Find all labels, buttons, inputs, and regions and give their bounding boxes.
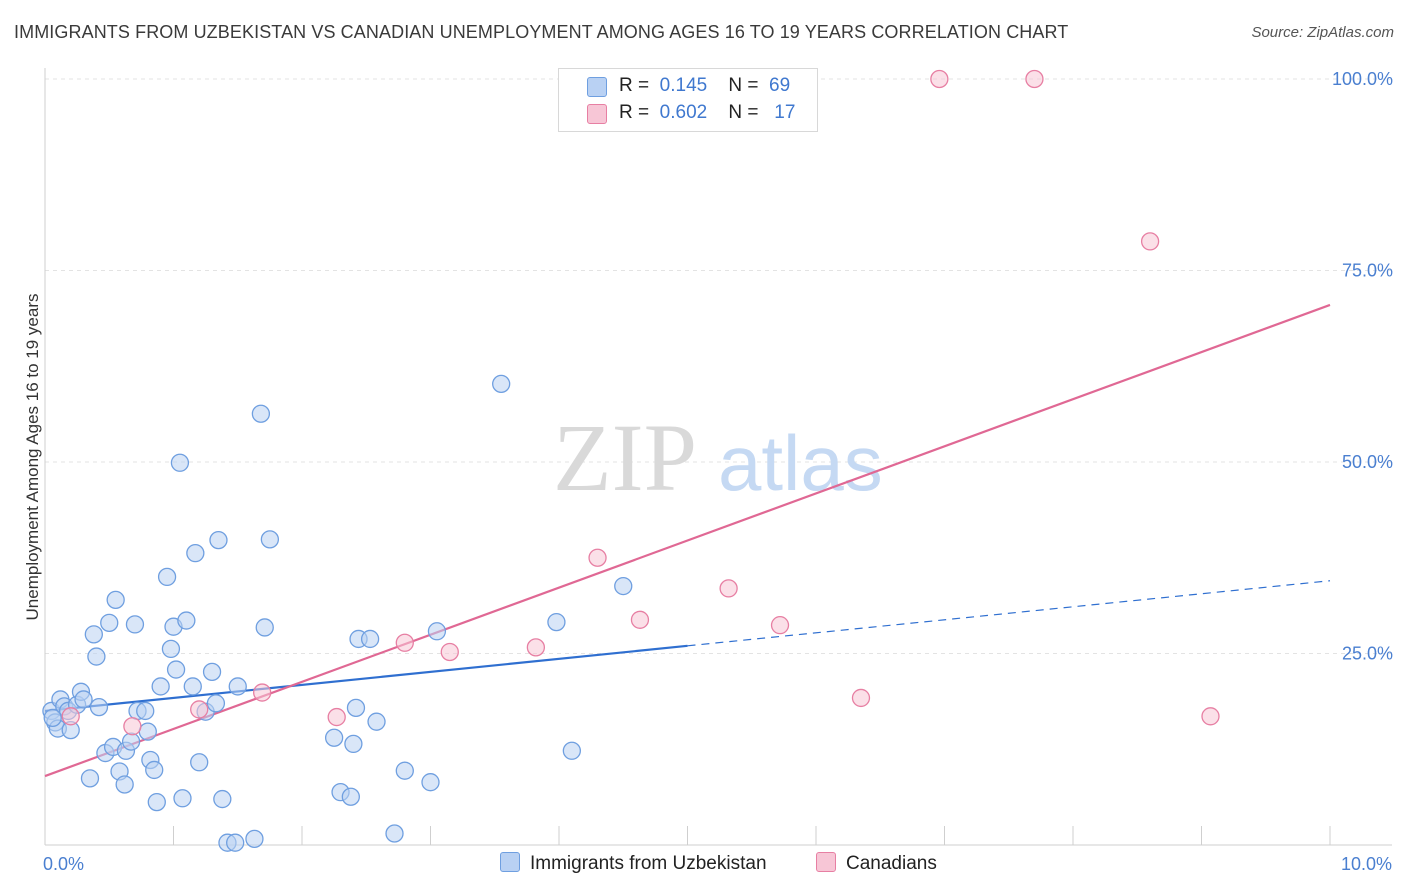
data-point-uzbekistan	[161, 639, 181, 659]
stats-legend: R = 0.145 N = 69 R = 0.602 N = 17	[558, 68, 818, 132]
data-point-uzbekistan	[173, 789, 192, 808]
data-point-canadians	[630, 610, 650, 629]
bottom-legend-canadians: Canadians	[816, 852, 937, 875]
data-point-canadians	[61, 707, 80, 726]
data-point-uzbekistan	[209, 530, 228, 550]
data-point-uzbekistan	[260, 530, 280, 549]
bottom-legend-swatch-pink	[816, 852, 836, 872]
data-point-canadians	[851, 688, 871, 708]
data-point-uzbekistan	[186, 544, 205, 563]
trend-line-canadians	[44, 303, 1331, 778]
data-point-uzbekistan	[202, 662, 222, 682]
data-point-uzbekistan	[324, 728, 344, 747]
legend-swatch-pink	[587, 104, 607, 124]
data-point-uzbekistan	[145, 760, 164, 780]
y-axis-label: Unemployment Among Ages 16 to 19 years	[23, 294, 42, 621]
data-point-uzbekistan	[183, 677, 202, 696]
data-point-uzbekistan	[151, 677, 170, 696]
data-point-uzbekistan	[344, 734, 363, 754]
data-point-uzbekistan	[89, 697, 109, 717]
data-point-uzbekistan	[100, 613, 119, 633]
data-point-canadians	[440, 642, 459, 662]
watermark-atlas: atlas	[718, 419, 883, 507]
data-point-uzbekistan	[125, 615, 145, 634]
trend-lines	[44, 303, 1331, 778]
data-point-uzbekistan	[190, 753, 209, 772]
data-points	[42, 69, 1220, 852]
data-point-uzbekistan	[547, 612, 566, 632]
data-point-uzbekistan	[614, 576, 633, 596]
y-tick-label: 75.0%	[1342, 261, 1393, 281]
watermark-zip: ZIP	[553, 404, 697, 511]
source-label: Source: ZipAtlas.com	[1251, 24, 1394, 41]
data-point-uzbekistan	[492, 374, 511, 394]
data-point-uzbekistan	[170, 453, 190, 472]
tick-labels: 25.0% 50.0% 75.0% 100.0% 0.0% 10.0%	[43, 69, 1393, 874]
data-point-canadians	[253, 683, 272, 702]
y-tick-label: 50.0%	[1342, 452, 1393, 472]
data-point-uzbekistan	[213, 789, 232, 809]
bottom-legend-swatch-blue	[500, 852, 520, 872]
trend-line-extension	[687, 580, 1331, 647]
data-point-canadians	[588, 548, 607, 567]
data-point-uzbekistan	[367, 712, 386, 731]
chart-title: IMMIGRANTS FROM UZBEKISTAN VS CANADIAN U…	[14, 22, 1069, 42]
data-point-uzbekistan	[427, 622, 447, 641]
data-point-uzbekistan	[341, 787, 360, 806]
watermark: ZIP atlas	[553, 404, 883, 511]
data-point-uzbekistan	[360, 629, 380, 649]
data-point-uzbekistan	[74, 690, 93, 709]
data-point-uzbekistan	[251, 404, 271, 423]
data-point-uzbekistan	[245, 829, 264, 849]
data-point-canadians	[395, 633, 414, 652]
data-point-uzbekistan	[206, 694, 226, 713]
data-point-canadians	[190, 700, 209, 719]
data-point-uzbekistan	[115, 775, 134, 794]
data-point-uzbekistan	[228, 677, 247, 696]
data-point-uzbekistan	[147, 792, 166, 812]
data-point-uzbekistan	[346, 698, 366, 718]
data-point-canadians	[526, 638, 546, 657]
data-point-uzbekistan	[136, 701, 155, 721]
data-point-uzbekistan	[80, 769, 100, 788]
data-point-canadians	[930, 69, 949, 89]
legend-swatch-blue	[587, 77, 607, 97]
gridlines	[45, 78, 1392, 654]
data-point-uzbekistan	[177, 611, 196, 630]
x-tick-label: 0.0%	[43, 854, 84, 874]
trend-line-uzbekistan	[44, 644, 688, 713]
y-tick-label: 100.0%	[1332, 69, 1393, 89]
legend-stats-blue: R = 0.145 N = 69	[619, 75, 791, 96]
data-point-uzbekistan	[395, 761, 414, 780]
data-point-uzbekistan	[157, 567, 177, 587]
data-point-canadians	[327, 707, 346, 727]
data-point-uzbekistan	[121, 732, 141, 751]
data-point-uzbekistan	[255, 618, 274, 637]
legend-stats-pink: R = 0.602 N = 17	[619, 102, 796, 123]
data-point-canadians	[719, 579, 738, 598]
y-tick-label: 25.0%	[1342, 644, 1393, 664]
data-point-uzbekistan	[562, 741, 581, 760]
bottom-legend-uzbekistan: Immigrants from Uzbekistan	[500, 852, 767, 875]
data-point-canadians	[1201, 707, 1220, 726]
data-point-canadians	[1025, 69, 1044, 89]
data-point-uzbekistan	[84, 625, 103, 644]
data-point-canadians	[770, 616, 790, 635]
x-tick-label: 10.0%	[1341, 854, 1392, 874]
data-point-uzbekistan	[87, 647, 106, 666]
data-point-canadians	[123, 717, 142, 736]
data-point-canadians	[1140, 232, 1160, 251]
data-point-uzbekistan	[166, 660, 186, 679]
data-point-uzbekistan	[385, 824, 404, 843]
axes	[44, 68, 1392, 846]
data-point-uzbekistan	[138, 722, 157, 741]
data-point-uzbekistan	[226, 833, 245, 852]
data-point-uzbekistan	[421, 773, 440, 792]
data-point-uzbekistan	[43, 708, 62, 727]
data-point-uzbekistan	[106, 590, 125, 610]
